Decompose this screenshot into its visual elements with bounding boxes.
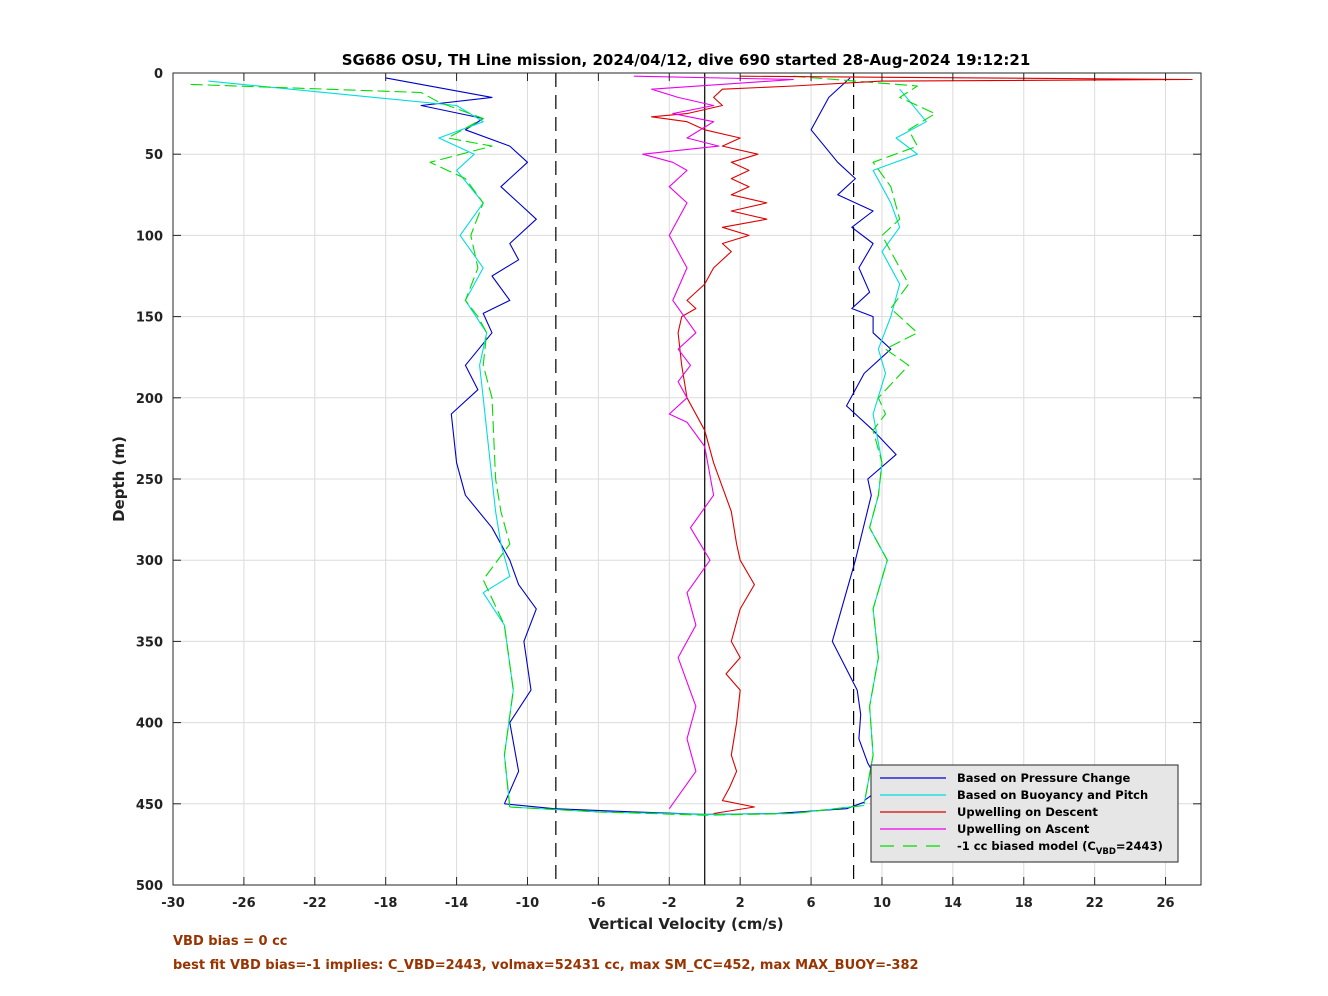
y-tick-label: 0 (154, 67, 163, 82)
x-tick-label: 10 (873, 896, 891, 911)
reference-lines (555, 73, 855, 885)
x-tick-label: -6 (591, 896, 605, 911)
series-line-based-on-buoyancy-and-pitch (208, 80, 514, 808)
y-tick-label: 250 (136, 473, 163, 488)
x-tick-label: 14 (944, 896, 962, 911)
legend-label: Based on Buoyancy and Pitch (957, 788, 1148, 802)
legend-label: -1 cc biased model (CVBD=2443) (957, 839, 1163, 857)
x-tick-label: 2 (736, 896, 745, 911)
x-tick-label: 6 (807, 896, 816, 911)
x-tick-label: 26 (1157, 896, 1175, 911)
legend: Based on Pressure Change Based on Buoyanc… (870, 764, 1179, 863)
legend-box (870, 764, 1179, 863)
x-axis-label: Vertical Velocity (cm/s) (588, 915, 783, 933)
x-tick-label: -30 (161, 896, 185, 911)
series-line-1-cc-biased-model-c-vbd-2443 (509, 804, 865, 816)
y-tick-label: 200 (136, 392, 163, 407)
y-tick-label: 150 (136, 311, 163, 326)
chart-title: SG686 OSU, TH Line mission, 2024/04/12, … (342, 51, 1031, 69)
series-line-based-on-pressure-change (385, 77, 537, 805)
legend-label: Upwelling on Ascent (957, 822, 1090, 836)
x-tick-label: -18 (374, 896, 398, 911)
series-line-1-cc-biased-model-c-vbd-2443 (793, 75, 936, 804)
vbd-bias-note: VBD bias = 0 cc (173, 934, 288, 949)
series-line-1-cc-biased-model-c-vbd-2443 (190, 83, 514, 808)
series-line-upwelling-on-ascent (633, 75, 794, 810)
y-tick-label: 500 (136, 879, 163, 894)
x-tick-label: -2 (662, 896, 676, 911)
x-tick-label: -14 (445, 896, 469, 911)
y-tick-label: 50 (145, 148, 163, 163)
y-axis-label: Depth (m) (110, 436, 128, 522)
x-tick-label: 18 (1015, 896, 1033, 911)
series-line-based-on-pressure-change (810, 77, 897, 802)
series-line-based-on-buoyancy-and-pitch (863, 88, 927, 804)
legend-label: Based on Pressure Change (957, 771, 1131, 785)
y-tick-label: 450 (136, 798, 163, 813)
axis-ticks: -30 -26 -22 -18 -14 -10 -6 -2 2 6 10 14 18 22 26050100… (136, 67, 1201, 911)
y-tick-label: 350 (136, 635, 163, 650)
x-tick-label: -22 (303, 896, 327, 911)
x-tick-label: -26 (232, 896, 256, 911)
y-tick-label: 300 (136, 554, 163, 569)
y-tick-label: 400 (136, 717, 163, 732)
legend-label: Upwelling on Descent (957, 805, 1098, 819)
series-line-upwelling-on-descent (651, 75, 1193, 815)
x-tick-label: 22 (1086, 896, 1104, 911)
y-tick-label: 100 (136, 229, 163, 244)
series-group (190, 75, 1193, 816)
x-tick-label: -10 (516, 896, 540, 911)
best-fit-note: best fit VBD bias=-1 implies: C_VBD=2443… (173, 958, 919, 973)
